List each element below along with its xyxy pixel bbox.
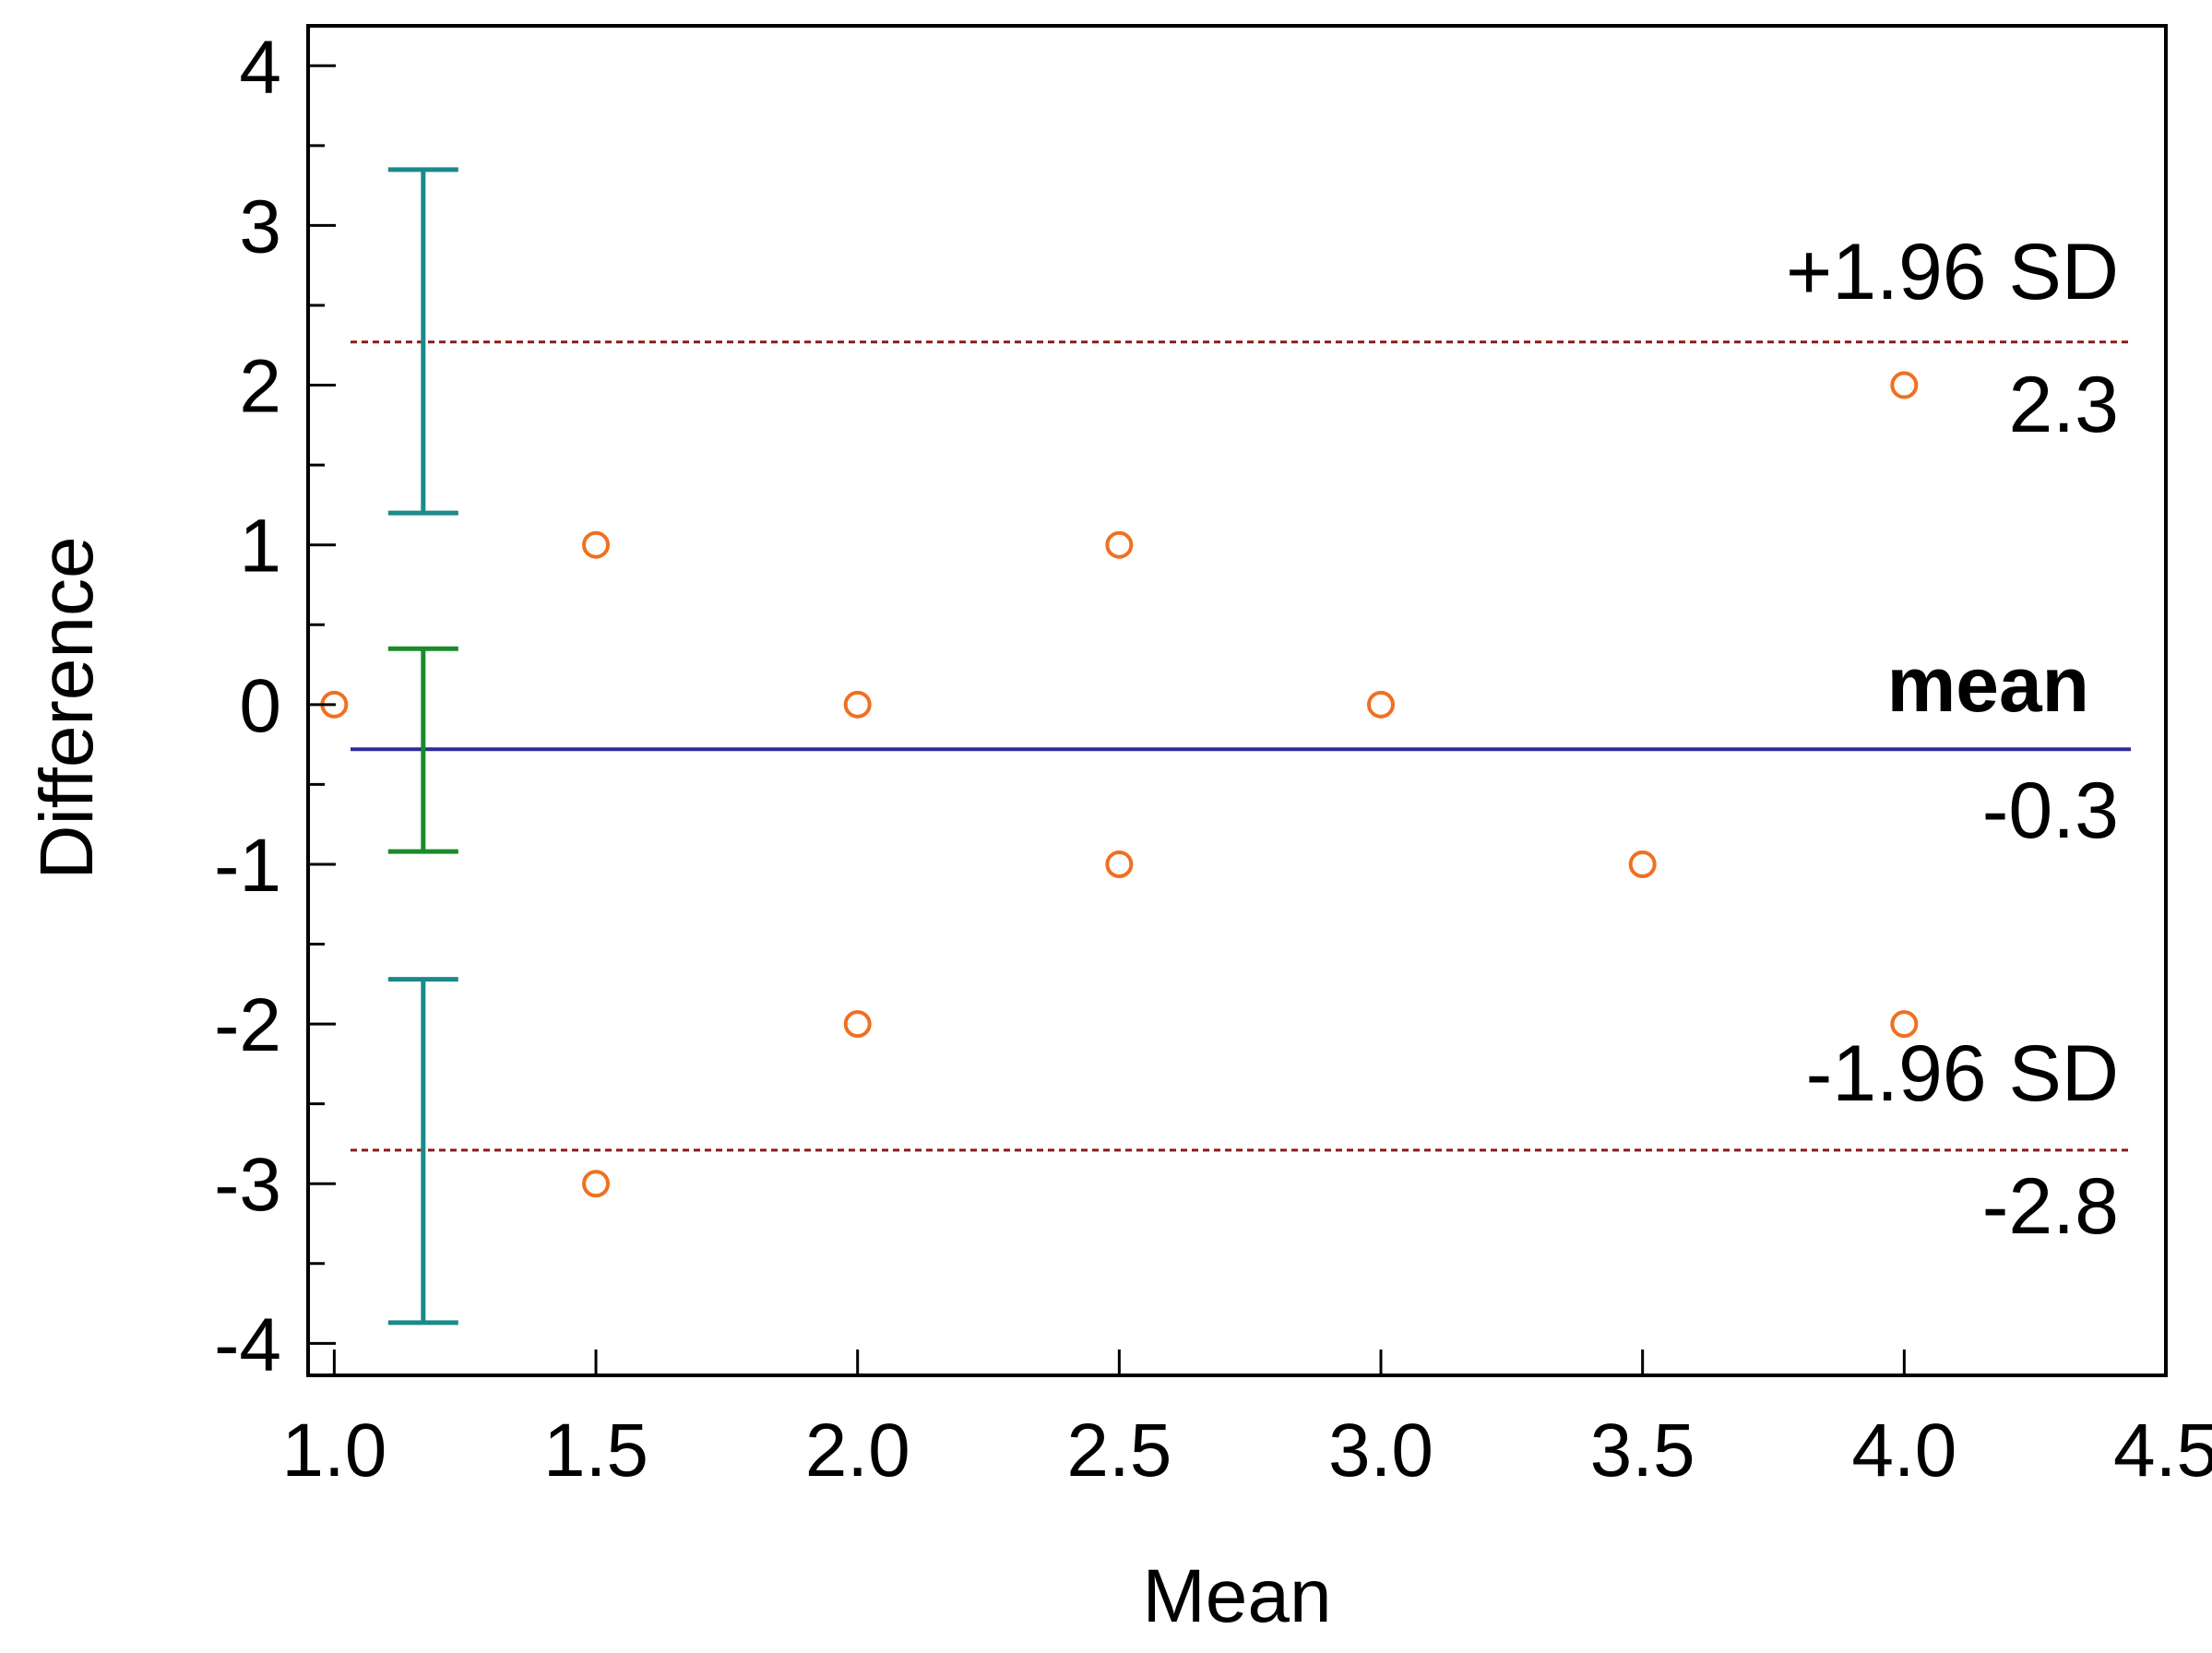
x-tick-label: 3.5 [1590,1409,1695,1492]
x-tick-label: 3.0 [1328,1409,1433,1492]
data-point [1367,690,1396,719]
data-point [582,1170,611,1198]
x-tick-label: 2.5 [1066,1409,1171,1492]
data-point [582,530,611,559]
lower-loa-value: -2.8 [1982,1162,2119,1251]
data-point [1628,850,1657,878]
x-tick-label: 4.5 [2113,1409,2212,1492]
upper-loa-value: 2.3 [2008,361,2119,449]
x-axis-title: Mean [1142,1554,1331,1638]
y-tick-label: -3 [214,1143,281,1227]
y-tick-label: 4 [239,25,281,109]
plot-frame [306,24,2168,1377]
data-point [1105,530,1134,559]
y-tick-label: 1 [239,505,281,589]
x-tick-label: 1.0 [281,1409,387,1492]
mean-label: mean [1887,641,2089,728]
y-tick-label: 0 [239,664,281,748]
y-tick-label: 2 [239,345,281,429]
upper-loa-label: +1.96 SD [1786,228,2119,316]
data-point [1890,371,1919,399]
data-point [843,690,872,719]
mean-value: -0.3 [1982,767,2119,855]
y-tick-label: -1 [214,824,281,908]
y-axis-title: Difference [25,536,109,879]
x-tick-label: 1.5 [543,1409,648,1492]
data-point [1105,850,1134,878]
y-tick-label: -4 [214,1302,281,1386]
data-point [1890,1010,1919,1039]
data-point [843,1010,872,1039]
x-tick-label: 2.0 [805,1409,910,1492]
y-tick-label: -2 [214,983,281,1067]
lower-loa-label: -1.96 SD [1806,1029,2119,1118]
y-tick-label: 3 [239,184,281,268]
x-tick-label: 4.0 [1851,1409,1956,1492]
